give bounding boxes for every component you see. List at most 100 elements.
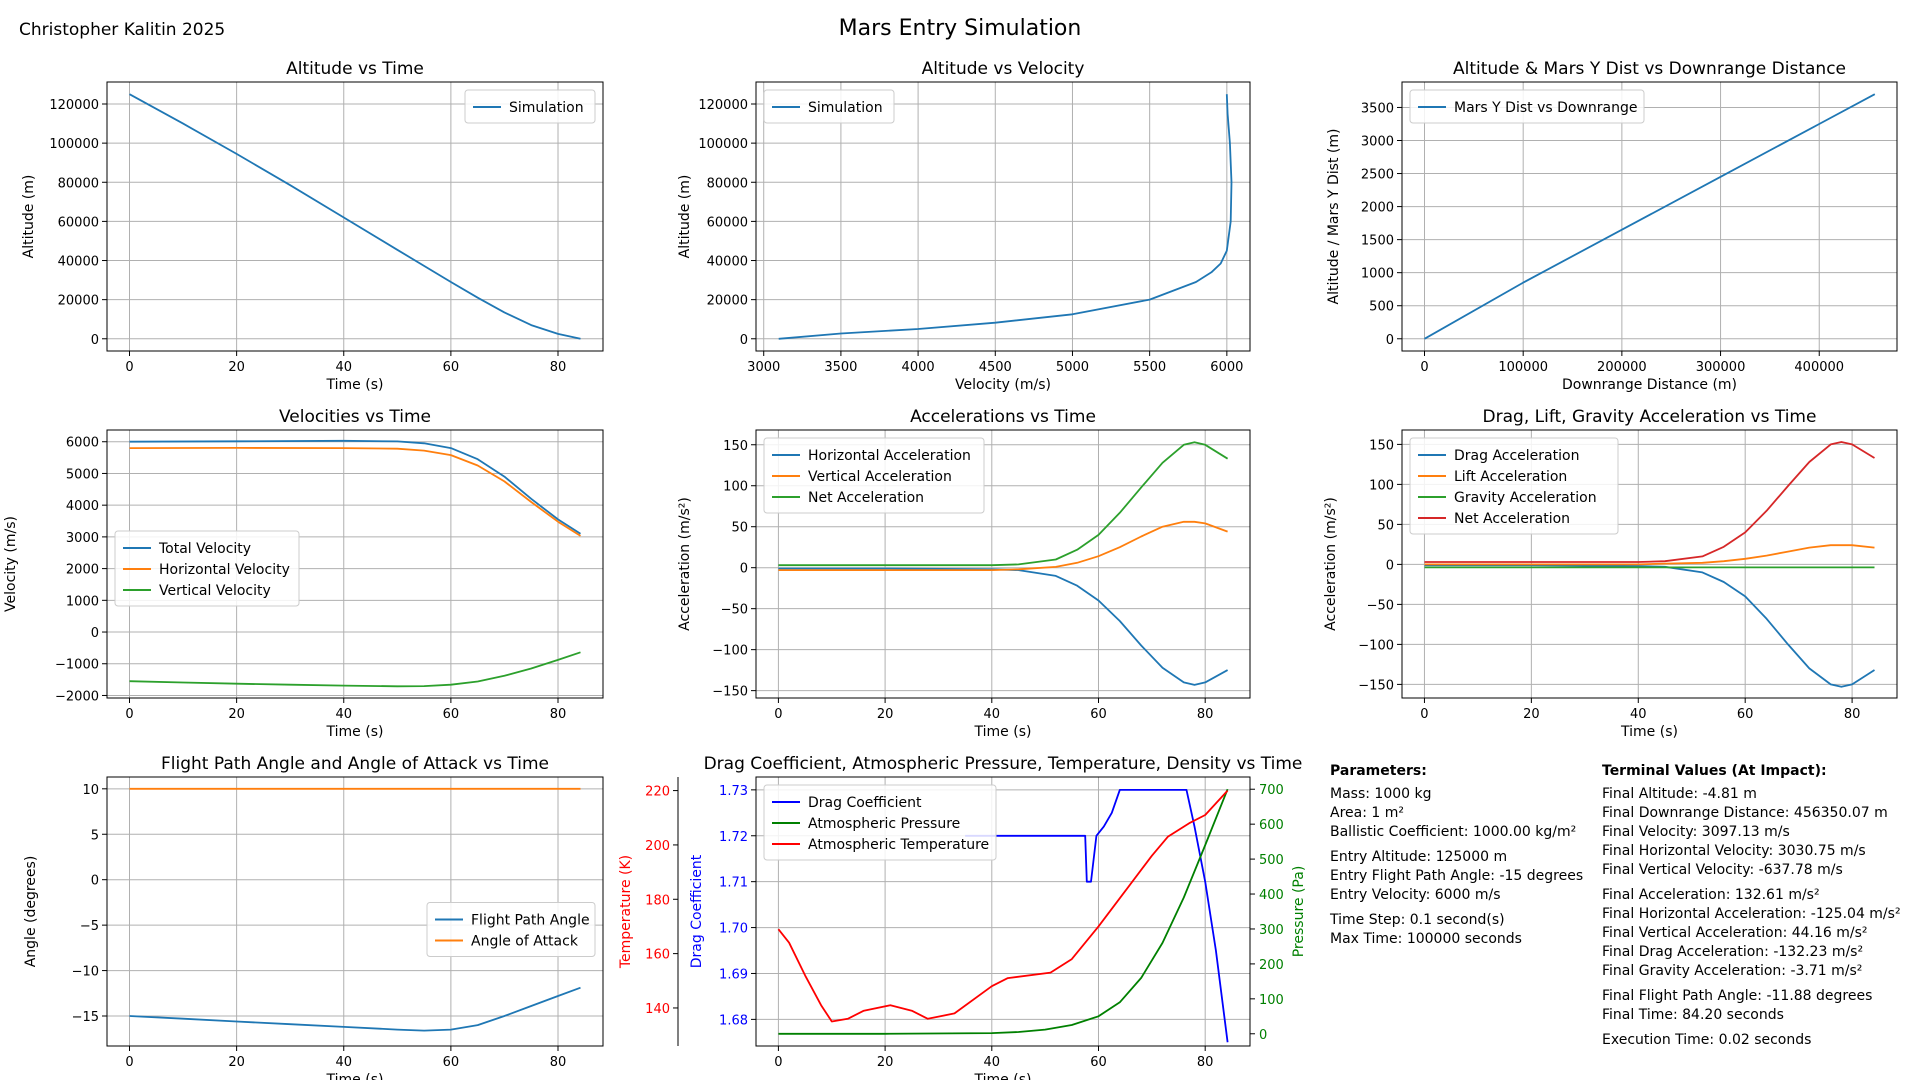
x-tick-label: 20: [1523, 707, 1540, 722]
y-tick-label: −1000: [55, 658, 99, 673]
x-axis-label: Time (s): [974, 1072, 1032, 1080]
y-outer-tick-label: 140: [645, 1002, 670, 1017]
y-right-tick-label: 300: [1259, 923, 1284, 938]
legend: Total Velocity Horizontal Velocity Vertica…: [114, 530, 300, 607]
param-line: Mass: 1000 kg: [1330, 786, 1432, 802]
legend-label: Flight Path Angle: [471, 913, 590, 929]
chart-5: 0 20 40 60 80 −150 −100 −50 0 50 100 150 Acceleratio…: [677, 407, 1251, 740]
chart-1: 0 20 40 60 80 0 20000 40000 60000 80000 100000 1200…: [21, 59, 604, 393]
chart-title: Accelerations vs Time: [910, 407, 1096, 427]
x-tick-label: 20: [877, 1055, 894, 1070]
y-tick-label: 0: [91, 874, 99, 889]
y-tick-label: 20000: [58, 294, 99, 309]
y-tick-label: 100000: [698, 137, 748, 152]
y-right-tick-label: 600: [1259, 818, 1284, 833]
axes-frame: [755, 776, 1251, 1047]
param-line: Ballistic Coefficient: 1000.00 kg/m²: [1330, 824, 1577, 840]
x-axis-label: Time (s): [326, 724, 384, 740]
legend-label: Angle of Attack: [471, 934, 579, 950]
legend-label: Net Acceleration: [1454, 511, 1570, 527]
y-axis-label: Altitude (m): [21, 175, 37, 259]
parameters-panel: Parameters: Mass: 1000 kg Area: 1 m² Bal…: [1330, 762, 1583, 949]
x-tick-label: 80: [1197, 707, 1214, 722]
x-axis-label: Time (s): [326, 1072, 384, 1080]
chart-2: 3000 3500 4000 4500 5000 5500 6000020000400006…: [677, 59, 1251, 393]
y-tick-label: 0: [740, 562, 748, 577]
series-line-1: [129, 439, 581, 535]
y-tick-label: −10: [72, 965, 99, 980]
y-tick-label: 5000: [66, 467, 99, 482]
legend: Drag Coefficient Atmospheric Pressure Atmo…: [763, 784, 997, 861]
legend-label: Net Acceleration: [808, 490, 924, 506]
y-tick-label: 1.69: [719, 967, 748, 982]
x-tick-label: 20: [877, 707, 894, 722]
y-tick-label: 150: [723, 439, 748, 454]
legend: Drag Acceleration Lift Acceleration Gravit…: [1409, 437, 1619, 535]
x-tick-label: 0: [1420, 360, 1428, 375]
chart-4: 0 20 40 60 80 −2000 −1000 0 1000 2000 3000 4000 5000…: [3, 407, 604, 740]
series-line-3: [777, 789, 1229, 1023]
chart-title: Flight Path Angle and Angle of Attack vs…: [161, 754, 549, 774]
legend-label: Vertical Acceleration: [808, 469, 952, 485]
x-tick-label: 3000: [747, 360, 780, 375]
x-axis-label: Time (s): [326, 377, 384, 393]
terminal-line: Final Horizontal Velocity: 3030.75 m/s: [1602, 843, 1866, 859]
chart-7: 0 20 40 60 80 −15 −10 −5 0 5 10 Flight Path Angle a…: [23, 754, 604, 1080]
legend-label: Mars Y Dist vs Downrange: [1454, 100, 1637, 116]
y-tick-label: 0: [1386, 333, 1394, 348]
y-tick-label: 120000: [49, 98, 99, 113]
terminal-line: Final Velocity: 3097.13 m/s: [1602, 824, 1790, 840]
y-outer-tick-label: 180: [645, 893, 670, 908]
y-tick-label: −100: [1358, 638, 1394, 653]
series-line-1: [129, 93, 581, 340]
y-tick-label: 3000: [1361, 134, 1394, 149]
series-line-2: [1424, 544, 1875, 566]
x-tick-label: 20: [228, 1055, 245, 1070]
legend: Flight Path Angle Angle of Attack: [426, 902, 596, 957]
y-tick-label: 3000: [66, 531, 99, 546]
param-line: Entry Flight Path Angle: -15 degrees: [1330, 868, 1584, 884]
terminal-line: Final Horizontal Acceleration: -125.04 m…: [1602, 906, 1901, 922]
y-tick-label: 6000: [66, 436, 99, 451]
chart-8: 0 20 40 60 80 1.68 1.69 1.70 1.71 1.72 1.73 0 100 200…: [618, 754, 1307, 1080]
x-tick-label: 40: [335, 1055, 352, 1070]
y-tick-label: 50: [1377, 518, 1394, 533]
param-line: Area: 1 m²: [1330, 805, 1404, 821]
series-line-2: [778, 788, 1229, 1035]
author-credit: Christopher Kalitin 2025: [19, 20, 226, 40]
figure-title: Mars Entry Simulation: [838, 16, 1082, 41]
y-tick-label: 100000: [49, 137, 99, 152]
legend-label: Vertical Velocity: [159, 583, 271, 599]
y-tick-label: 80000: [707, 176, 748, 191]
x-axis-label: Downrange Distance (m): [1562, 377, 1737, 393]
chart-title: Drag Coefficient, Atmospheric Pressure, …: [704, 754, 1303, 774]
legend: Horizontal Acceleration Vertical Accelera…: [763, 437, 985, 514]
y-tick-label: 0: [91, 333, 99, 348]
x-tick-label: 0: [1420, 707, 1428, 722]
x-tick-label: 0: [125, 1055, 133, 1070]
axes-frame: [1401, 81, 1898, 352]
x-tick-label: 0: [774, 707, 782, 722]
y-tick-label: 0: [91, 626, 99, 641]
x-tick-label: 80: [550, 360, 567, 375]
series-line-1: [778, 567, 1229, 686]
x-tick-label: 300000: [1696, 360, 1746, 375]
x-tick-label: 6000: [1210, 360, 1243, 375]
y-tick-label: 1000: [1361, 267, 1394, 282]
legend-box: [763, 89, 895, 124]
y-axis-label: Acceleration (m/s²): [1323, 497, 1339, 631]
chart-3: 0 100000 200000 300000 400000 0 500 1000 1500 200…: [1326, 59, 1898, 393]
y-tick-label: 1.72: [719, 830, 748, 845]
x-axis-label: Velocity (m/s): [955, 377, 1051, 393]
x-tick-label: 400000: [1794, 360, 1844, 375]
series-line-1: [1424, 564, 1875, 688]
x-tick-label: 60: [443, 1055, 460, 1070]
terminal-line: Final Downrange Distance: 456350.07 m: [1602, 805, 1888, 821]
series-line-2: [778, 520, 1228, 571]
x-tick-label: 0: [774, 1055, 782, 1070]
terminal-values-panel: Terminal Values (At Impact): Final Altit…: [1602, 762, 1901, 1050]
y-right-tick-label: 200: [1259, 958, 1284, 973]
y-tick-label: −2000: [55, 689, 99, 704]
terminal-line: Final Time: 84.20 seconds: [1602, 1007, 1784, 1023]
chart-title: Altitude & Mars Y Dist vs Downrange Dist…: [1453, 59, 1846, 79]
